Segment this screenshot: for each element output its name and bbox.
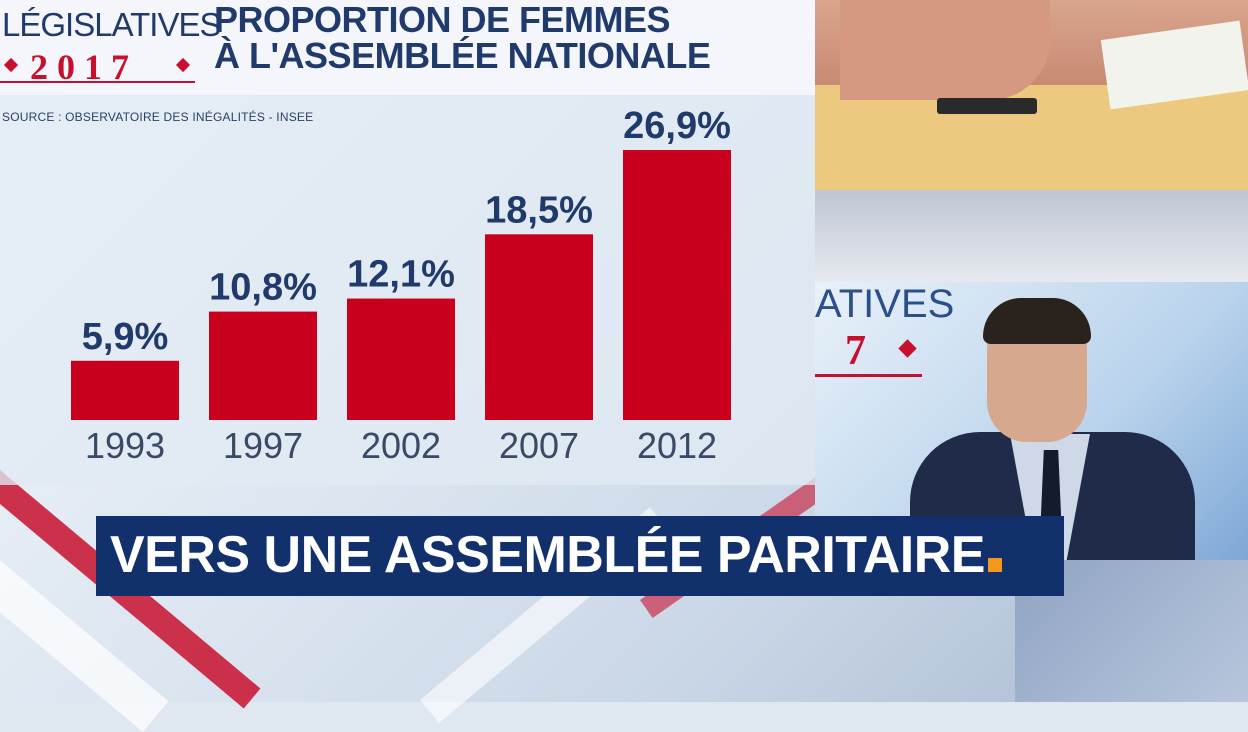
- value-label-2002: 12,1%: [347, 254, 455, 296]
- diamond-icon: [898, 339, 917, 358]
- chart-source: SOURCE : OBSERVATOIRE DES INÉGALITÉS - I…: [2, 110, 314, 124]
- bar-2002: [347, 298, 455, 420]
- bar-chart: 5,9% 1993 10,8% 1997 12,1% 2002 18,5% 2007 26,9%…: [71, 105, 731, 466]
- chart-title-line1: PROPORTION DE FEMMES: [214, 0, 671, 40]
- photo-phone: [937, 98, 1037, 114]
- headline-text: VERS UNE ASSEMBLÉE PARITAIRE: [110, 526, 985, 584]
- category-label-2007: 2007: [499, 425, 579, 466]
- chart-title-line2: À L'ASSEMBLÉE NATIONALE: [214, 35, 711, 76]
- legislatives-logo: LÉGISLATIVES 2017: [0, 6, 221, 87]
- bar-2012: [623, 150, 731, 420]
- chart-title: PROPORTION DE FEMMES À L'ASSEMBLÉE NATIO…: [214, 0, 711, 76]
- bar-1997: [209, 311, 317, 420]
- header-band: [0, 0, 815, 95]
- category-label-2002: 2002: [361, 425, 441, 466]
- anchor-hair: [983, 298, 1091, 344]
- logo-year-block: 2017: [0, 46, 195, 87]
- studio-logo-underline: [815, 374, 922, 377]
- value-label-2012: 26,9%: [623, 105, 731, 147]
- value-label-1997: 10,8%: [209, 267, 317, 309]
- bar-2007: [485, 234, 593, 420]
- ballot-photo: [815, 0, 1248, 282]
- category-label-1997: 1997: [223, 425, 303, 466]
- category-label-2012: 2012: [637, 425, 717, 466]
- value-label-1993: 5,9%: [82, 316, 169, 358]
- logo-year: 2017: [30, 47, 138, 87]
- photo-ballot-box: [815, 190, 1248, 282]
- headline-banner: VERS UNE ASSEMBLÉE PARITAIRE: [96, 516, 1064, 596]
- headline-text-wrap: VERS UNE ASSEMBLÉE PARITAIRE: [110, 524, 1002, 586]
- studio-logo-text: ATIVES: [815, 282, 955, 326]
- orange-dot: [987, 558, 1002, 572]
- bar-1993: [71, 360, 179, 420]
- logo-top-text: LÉGISLATIVES: [2, 6, 221, 43]
- studio-logo-year: 7: [845, 328, 874, 374]
- category-label-1993: 1993: [85, 425, 165, 466]
- value-label-2007: 18,5%: [485, 189, 593, 231]
- logo-underline: [0, 81, 195, 83]
- photo-arm: [840, 0, 1050, 100]
- chart-panel: LÉGISLATIVES 2017 PROPORTION DE FEMMES À…: [0, 0, 815, 485]
